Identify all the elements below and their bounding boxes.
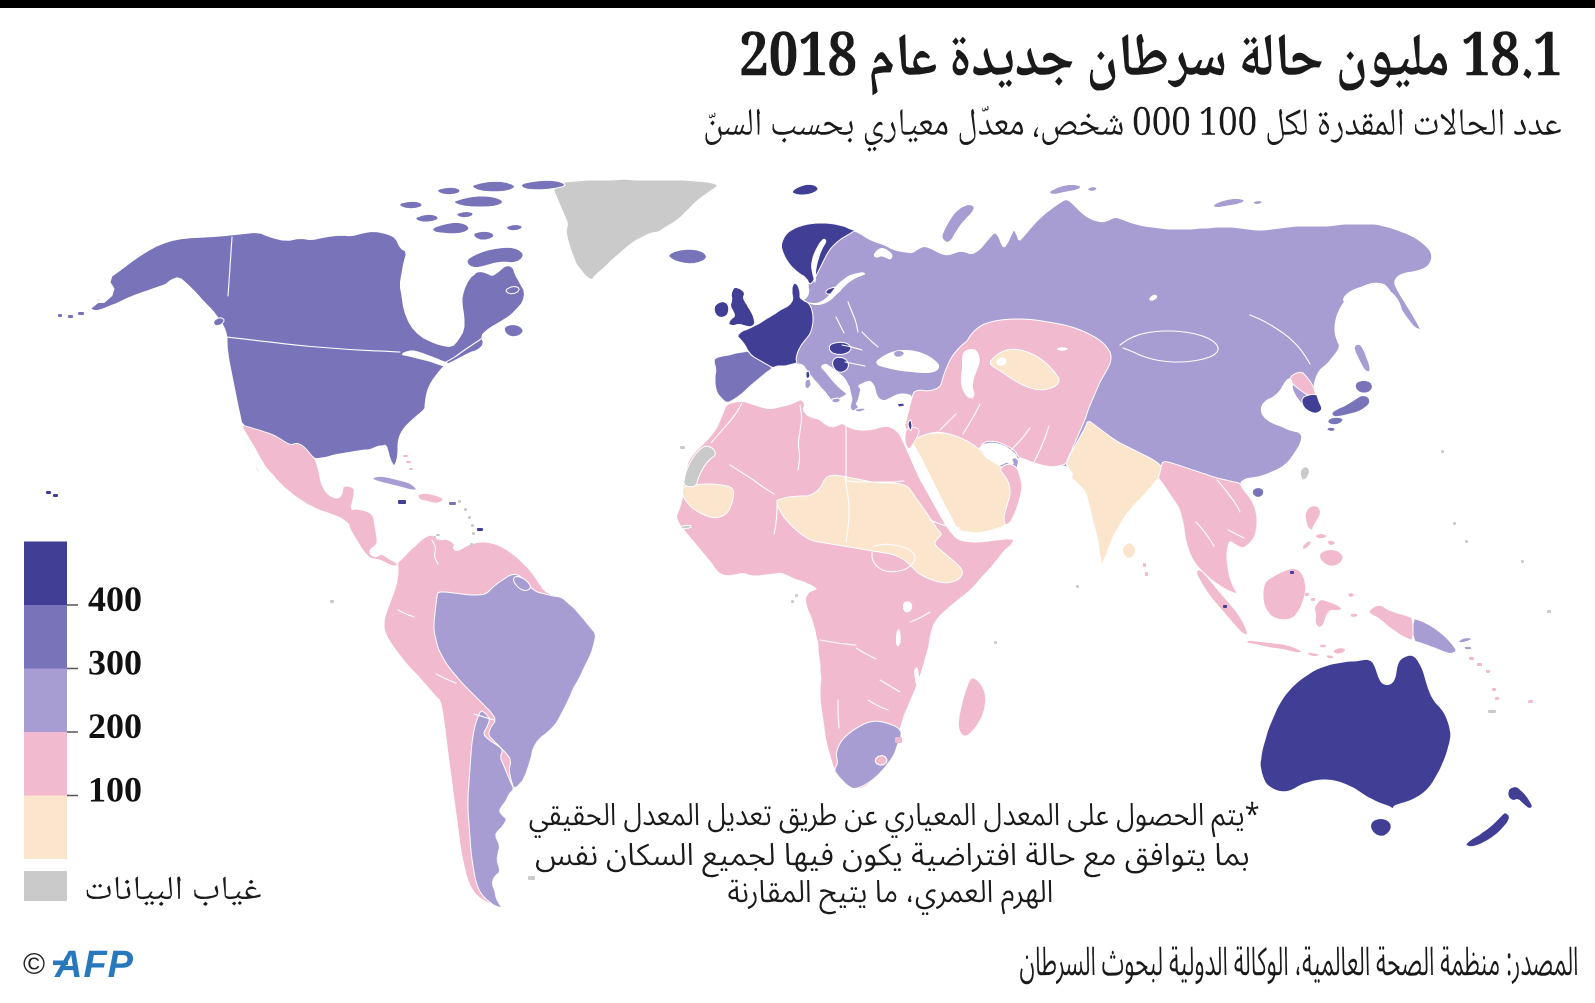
svg-text:300: 300	[88, 643, 142, 683]
svg-text:100: 100	[88, 770, 142, 810]
svg-text:200: 200	[88, 706, 142, 746]
svg-text:©: ©	[23, 948, 45, 981]
svg-text:400: 400	[88, 579, 142, 619]
